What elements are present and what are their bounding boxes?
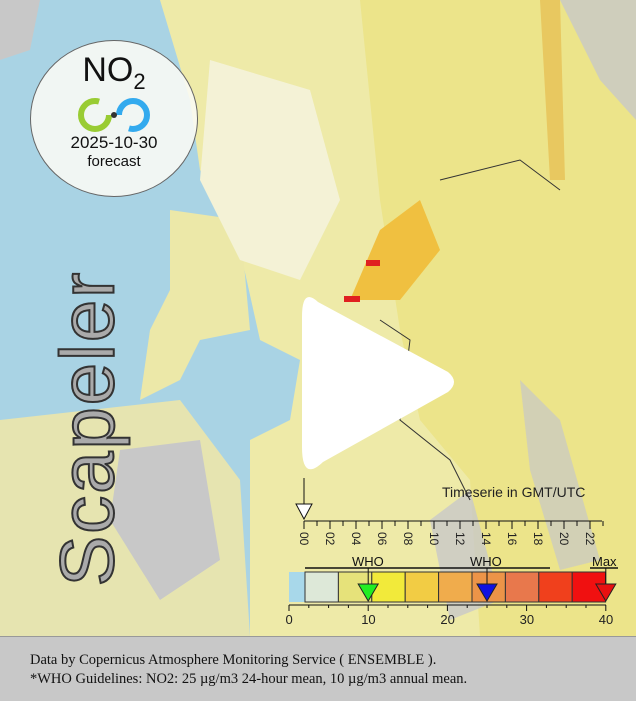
forecast-date: 2025-10-30: [70, 132, 158, 152]
hour-label: 10: [427, 532, 441, 546]
hour-label: 22: [583, 532, 597, 546]
value-label: 30: [519, 612, 535, 627]
hour-label: 18: [531, 532, 545, 546]
brand-watermark: Scapeler: [44, 270, 131, 588]
pollutant-subscript: 2: [133, 68, 146, 94]
pollutant-label: NO: [82, 51, 134, 89]
who-guidelines-text: *WHO Guidelines: NO2: 25 µg/m3 24-hour m…: [30, 671, 468, 687]
hour-label: 20: [557, 532, 571, 546]
timeline-title: Timeserie in GMT/UTC: [442, 484, 586, 500]
value-label: 0: [285, 612, 293, 627]
copernicus-logo-icon: [78, 98, 150, 132]
no2-forecast-map: [0, 0, 636, 636]
play-icon[interactable]: [298, 287, 458, 477]
footer: Data by Copernicus Atmosphere Monitoring…: [0, 636, 636, 701]
who-label-24h: WHO: [352, 554, 384, 569]
who-label-annual: WHO: [470, 554, 502, 569]
hour-label: 02: [323, 532, 337, 546]
forecast-mode: forecast: [87, 152, 141, 170]
value-label: 20: [440, 612, 455, 627]
hour-label: 16: [505, 532, 519, 546]
hour-label: 12: [453, 532, 467, 546]
hour-label: 08: [401, 532, 415, 546]
value-label: 10: [361, 612, 376, 627]
value-label: 40: [598, 612, 614, 627]
pollutant-badge: NO2 2025-10-30 forecast: [30, 40, 198, 197]
hour-label: 04: [349, 532, 363, 546]
attribution-text: Data by Copernicus Atmosphere Monitoring…: [30, 652, 437, 668]
hour-label: 14: [479, 532, 493, 546]
hour-label: 06: [375, 532, 389, 546]
hour-label: 00: [297, 532, 311, 546]
max-label: Max: [592, 554, 617, 569]
